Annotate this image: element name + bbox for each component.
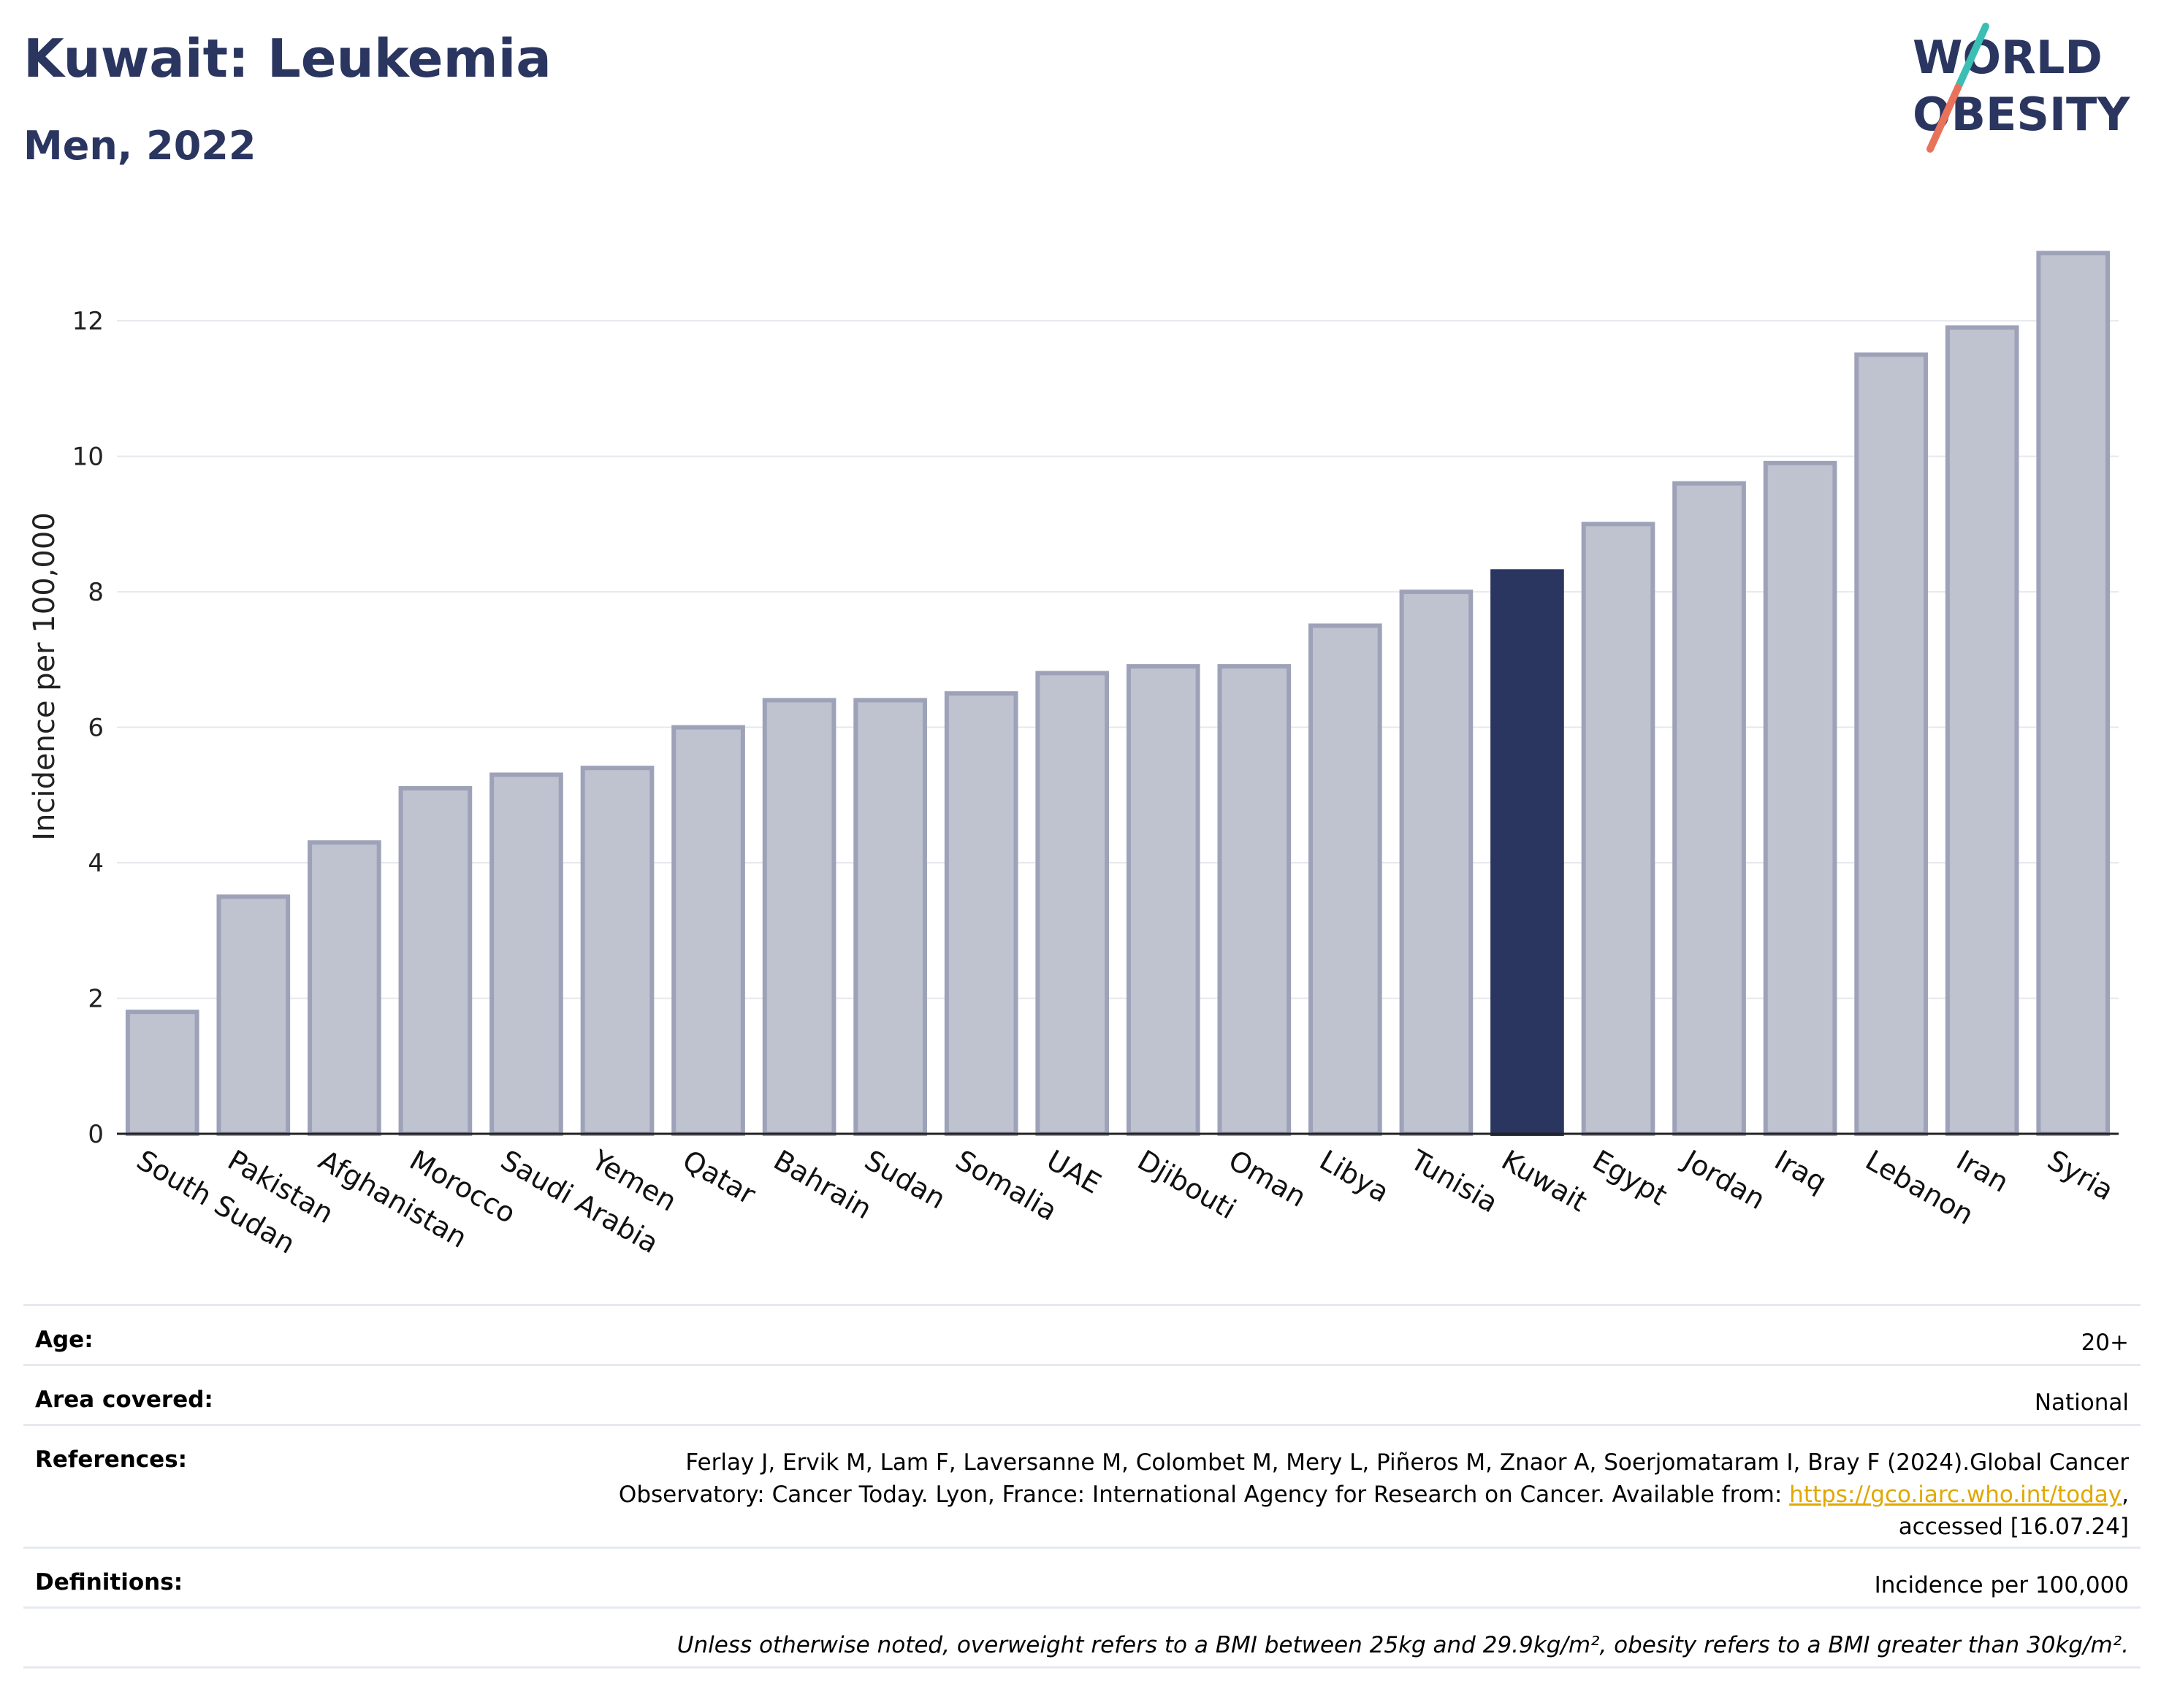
y-tick-label: 2: [88, 985, 104, 1014]
bar-yemen: [580, 766, 655, 1136]
bmi-note: Unless otherwise noted, overweight refer…: [676, 1632, 2129, 1658]
bar-sudan: [853, 698, 927, 1136]
page-title: Kuwait: Leukemia: [23, 28, 552, 89]
bar-uae: [1035, 671, 1110, 1136]
info-row-definitions: Definitions: Incidence per 100,000: [23, 1547, 2141, 1609]
y-tick-label: 4: [88, 849, 104, 878]
bar-south-sudan: [125, 1010, 199, 1136]
bar-iraq: [1763, 460, 1837, 1137]
x-tick-label: Bahrain: [769, 1144, 877, 1226]
x-tick-label: Iran: [1951, 1144, 2014, 1199]
info-row-note: Unless otherwise noted, overweight refer…: [23, 1606, 2141, 1669]
x-tick-label: Tunisia: [1405, 1143, 1503, 1219]
y-axis-title: Incidence per 100,000: [28, 512, 61, 841]
y-tick-label: 8: [88, 578, 104, 607]
x-tick-label: Libya: [1314, 1144, 1395, 1209]
bar-somalia: [944, 691, 1018, 1136]
bar-kuwait: [1490, 569, 1564, 1136]
bar-pakistan: [216, 894, 291, 1136]
x-tick-label: Djibouti: [1132, 1144, 1242, 1226]
definitions-value: Incidence per 100,000: [1874, 1572, 2129, 1598]
x-tick-label: UAE: [1041, 1144, 1106, 1200]
bar-morocco: [398, 786, 473, 1136]
bar-egypt: [1581, 522, 1655, 1137]
x-tick-label: Kuwait: [1496, 1144, 1593, 1219]
references-line-2: Observatory: Cancer Today. Lyon, France:…: [619, 1479, 2129, 1511]
bar-djibouti: [1126, 664, 1200, 1136]
bar-afghanistan: [308, 840, 381, 1137]
page-subtitle: Men, 2022: [23, 123, 256, 169]
bar-tunisia: [1399, 590, 1474, 1136]
y-tick-label: 6: [88, 714, 104, 743]
area-value: National: [2034, 1389, 2129, 1416]
bar-lebanon: [1854, 352, 1928, 1137]
age-label: Age:: [35, 1327, 94, 1353]
references-line-3: accessed [16.07.24]: [1898, 1514, 2129, 1540]
logo-slash-teal: [1954, 23, 1989, 91]
x-tick-label: Qatar: [677, 1144, 761, 1211]
y-tick-label: 10: [72, 443, 104, 472]
logo-slash-coral: [1926, 84, 1962, 153]
bar-libya: [1308, 623, 1382, 1136]
x-tick-label: Jordan: [1677, 1143, 1770, 1216]
references-value: Ferlay J, Ervik M, Lam F, Laversanne M, …: [619, 1446, 2129, 1543]
bar-qatar: [671, 725, 745, 1136]
world-obesity-logo: WORLD OBESITY: [1913, 23, 2130, 153]
y-tick-label: 0: [88, 1120, 104, 1149]
bar-syria: [2036, 251, 2111, 1137]
references-line-2-text: Observatory: Cancer Today. Lyon, France:…: [618, 1482, 1790, 1508]
bar-jordan: [1672, 481, 1746, 1136]
age-value: 20+: [2081, 1330, 2129, 1356]
x-tick-label: Egypt: [1588, 1144, 1673, 1212]
bar-oman: [1217, 664, 1292, 1136]
x-tick-label: Iraq: [1769, 1144, 1832, 1199]
info-row-age: Age: 20+: [23, 1304, 2141, 1366]
references-link[interactable]: https://gco.iarc.who.int/today: [1789, 1482, 2122, 1508]
x-tick-label: Somalia: [950, 1144, 1063, 1227]
info-row-references: References: Ferlay J, Ervik M, Lam F, La…: [23, 1424, 2141, 1549]
references-label: References:: [35, 1446, 188, 1473]
bar-iran: [1945, 325, 2019, 1137]
area-label: Area covered:: [35, 1387, 213, 1413]
info-row-area: Area covered: National: [23, 1364, 2141, 1426]
bar-bahrain: [762, 698, 836, 1136]
x-tick-label: Syria: [2042, 1144, 2119, 1207]
definitions-label: Definitions:: [35, 1569, 183, 1595]
y-tick-label: 12: [72, 307, 104, 336]
references-line-2-post: ,: [2122, 1482, 2129, 1508]
info-table-bottom-border: [23, 1666, 2141, 1669]
logo-text-world: WORLD: [1913, 31, 2103, 84]
bar-saudi-arabia: [489, 772, 563, 1136]
references-line-1: Ferlay J, Ervik M, Lam F, Laversanne M, …: [685, 1449, 2129, 1476]
